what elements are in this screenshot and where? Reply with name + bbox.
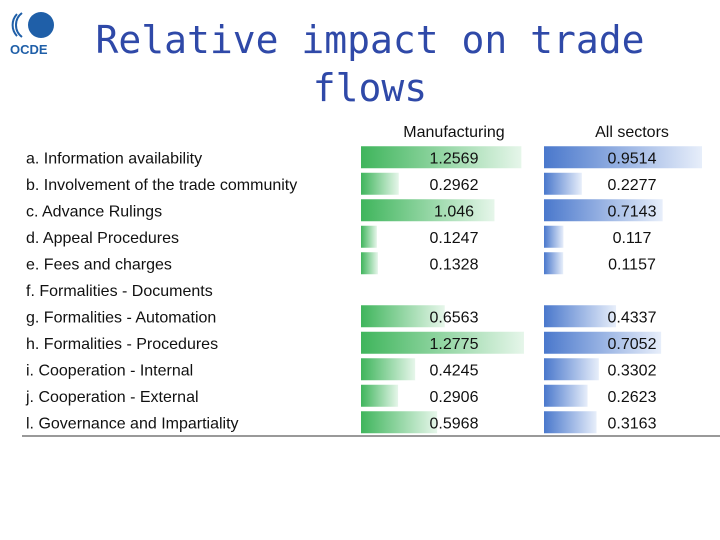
data-bar [361,411,438,434]
column-header: Manufacturing [403,124,504,141]
data-bar [544,384,588,407]
data-bar [544,146,702,169]
data-label: 0.4337 [608,309,657,326]
data-label: 0.3163 [608,415,657,432]
data-bar [361,199,495,222]
data-bar [361,252,378,275]
row-label: g. Formalities - Automation [26,309,216,326]
row-label: a. Information availability [26,150,202,167]
data-bar [361,305,445,328]
data-label: 0.1247 [430,230,479,247]
data-label: 0.7143 [608,203,657,220]
logo-arc-1 [15,12,23,38]
data-label: 0.7052 [608,336,657,353]
data-bar [361,146,522,169]
data-bar [544,411,597,434]
data-bar [544,331,662,354]
data-label: 1.2775 [430,336,479,353]
row-label: c. Advance Rulings [26,203,162,220]
data-bar [544,225,564,248]
data-bar [544,358,599,381]
logo-text: OCDE [10,42,48,57]
data-label: 0.2906 [430,389,479,406]
data-label: 0.5968 [430,415,479,432]
row-label: f. Formalities - Documents [26,283,213,300]
row-label: b. Involvement of the trade community [26,177,297,194]
data-label: 0.9514 [608,150,657,167]
row-label: h. Formalities - Procedures [26,336,218,353]
row-label: i. Cooperation - Internal [26,362,193,379]
row-label: e. Fees and charges [26,256,172,273]
data-bar [544,199,663,222]
row-label: d. Appeal Procedures [26,230,179,247]
data-label: 0.1328 [430,256,479,273]
data-bar [361,358,416,381]
row-label: l. Governance and Impartiality [26,415,239,432]
data-bar [544,252,564,275]
data-bar [361,384,399,407]
data-label: 0.117 [613,230,652,247]
data-bar [544,305,617,328]
data-label: 1.2569 [430,150,479,167]
data-label: 1.046 [434,203,474,220]
data-bar [544,172,582,195]
data-label: 0.6563 [430,309,479,326]
data-label: 0.1157 [608,256,656,273]
logo-disc [28,12,54,38]
row-label: j. Cooperation - External [25,389,199,406]
data-label: 0.2962 [430,177,479,194]
data-bar [361,331,524,354]
data-bar [361,225,377,248]
column-header: All sectors [595,124,669,141]
data-label: 0.2277 [608,177,657,194]
data-label: 0.2623 [608,389,657,406]
data-label: 0.3302 [608,362,657,379]
oecd-logo: OCDE [10,12,54,57]
data-label: 0.4245 [430,362,479,379]
logo-arc-2 [11,13,18,37]
page-title: Relative impact on trade flows [95,18,645,110]
data-bar [361,172,399,195]
